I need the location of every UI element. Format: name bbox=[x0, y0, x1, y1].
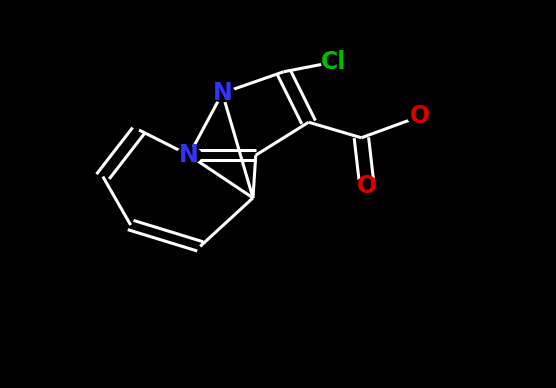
Text: O: O bbox=[357, 174, 377, 198]
Text: N: N bbox=[179, 143, 199, 167]
Circle shape bbox=[408, 108, 432, 125]
Circle shape bbox=[210, 85, 235, 102]
Text: N: N bbox=[212, 81, 232, 105]
Circle shape bbox=[321, 54, 346, 71]
Text: Cl: Cl bbox=[321, 50, 346, 74]
Circle shape bbox=[355, 178, 379, 195]
Text: O: O bbox=[410, 104, 430, 128]
Circle shape bbox=[177, 147, 201, 164]
